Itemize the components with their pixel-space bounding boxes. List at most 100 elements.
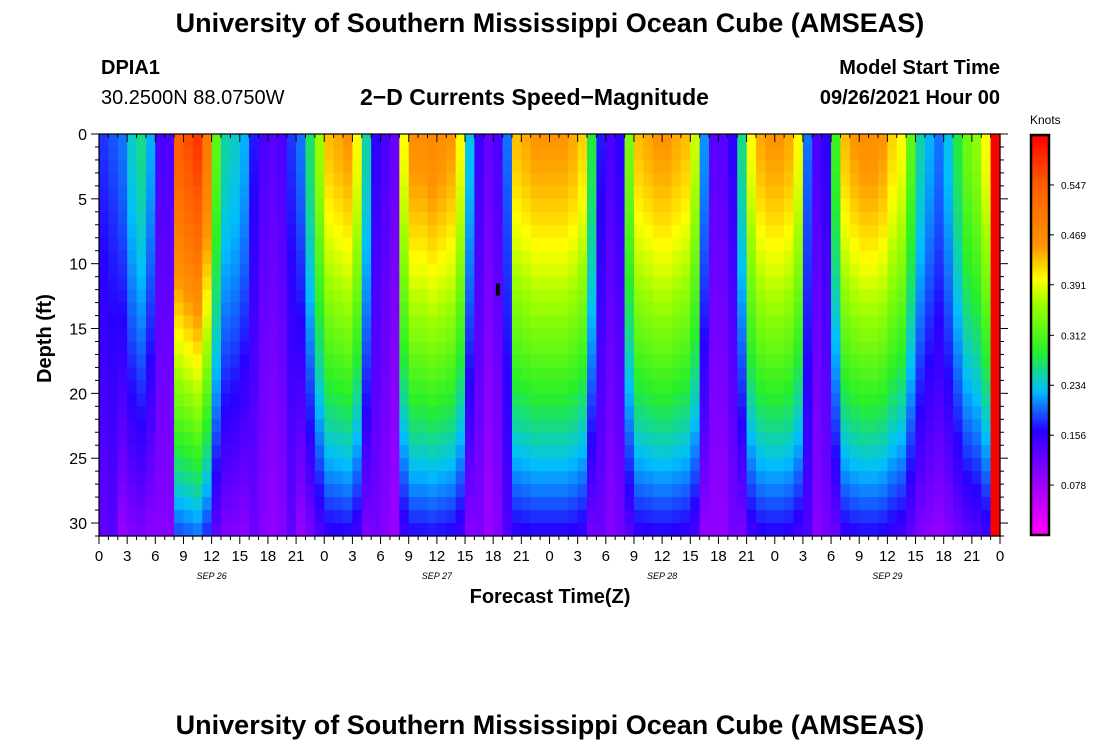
heatmap-cell [239,224,250,239]
heatmap-cell [230,134,241,148]
heatmap-cell [680,224,691,239]
heatmap-cell [624,497,635,511]
heatmap-cell [934,224,945,239]
heatmap-cell [615,250,626,265]
heatmap-cell [887,276,898,291]
heatmap-cell [211,354,222,369]
heatmap-cell [690,198,701,213]
heatmap-cell [465,497,476,511]
heatmap-cell [633,432,644,446]
heatmap-cell [690,419,701,433]
colorbar-cell [1031,297,1049,300]
heatmap-cell [399,432,410,446]
heatmap-cell [887,302,898,317]
heatmap-cell [511,276,522,291]
heatmap-cell [859,263,870,278]
heatmap-cell [821,393,832,407]
heatmap-cell [746,510,757,524]
heatmap-cell [906,276,917,291]
heatmap-cell [511,237,522,252]
heatmap-cell [474,419,485,433]
heatmap-cell [924,198,935,213]
heatmap-cell [718,315,729,330]
colorbar-cell [1031,199,1049,202]
heatmap-cell [793,432,804,446]
heatmap-cell [671,159,682,174]
heatmap-cell [483,289,494,304]
heatmap-cell [305,250,316,265]
colorbar-cell [1031,143,1049,146]
heatmap-cell [145,406,156,420]
heatmap-cell [868,354,879,369]
heatmap-cell [380,380,391,394]
heatmap-cell [127,198,138,213]
colorbar-cell [1031,475,1049,478]
heatmap-cell [812,419,823,433]
heatmap-cell [408,354,419,369]
heatmap-cell [371,159,382,174]
heatmap-cell [183,250,194,265]
heatmap-cell [483,458,494,472]
heatmap-cell [690,172,701,187]
heatmap-cell [906,263,917,278]
heatmap-cell [906,432,917,446]
heatmap-cell [849,237,860,252]
heatmap-cell [239,471,250,485]
heatmap-cell [286,224,297,239]
heatmap-cell [183,134,194,148]
heatmap-cell [352,289,363,304]
heatmap-cell [549,263,560,278]
heatmap-cell [174,419,185,433]
heatmap-cell [324,367,335,381]
colorbar-cell [1031,451,1049,454]
heatmap-cell [718,185,729,200]
heatmap-cell [192,328,203,343]
heatmap-cell [446,302,457,317]
heatmap-cell [117,224,128,239]
heatmap-cell [755,250,766,265]
heatmap-cell [577,263,588,278]
heatmap-cell [296,471,307,485]
heatmap-cell [699,172,710,187]
heatmap-cell [727,211,738,226]
heatmap-cell [474,406,485,420]
heatmap-cell [568,289,579,304]
heatmap-cell [380,367,391,381]
heatmap-cell [483,224,494,239]
heatmap-cell [314,159,325,174]
heatmap-cell [887,250,898,265]
heatmap-cell [521,172,532,187]
heatmap-cell [427,276,438,291]
heatmap-cell [615,510,626,524]
heatmap-cell [633,276,644,291]
heatmap-cell [662,198,673,213]
heatmap-cell [718,250,729,265]
heatmap-cell [174,380,185,394]
heatmap-cell [605,276,616,291]
heatmap-cell [765,497,776,511]
heatmap-cell [530,458,541,472]
heatmap-cell [558,224,569,239]
heatmap-cell [934,341,945,356]
heatmap-cell [502,523,513,537]
heatmap-cell [924,211,935,226]
heatmap-cell [436,237,447,252]
heatmap-cell [981,146,992,161]
heatmap-cell [755,146,766,161]
heatmap-cell [906,458,917,472]
heatmap-cell [446,445,457,459]
heatmap-cell [859,328,870,343]
heatmap-cell [793,302,804,317]
colorbar-cell [1031,165,1049,168]
heatmap-cell [680,393,691,407]
colorbar-cell [1031,455,1049,458]
heatmap-cell [812,237,823,252]
heatmap-cell [981,458,992,472]
heatmap-cell [709,328,720,343]
heatmap-cell [727,276,738,291]
heatmap-cell [906,172,917,187]
colorbar-tick-label: 0.391 [1061,281,1086,292]
heatmap-cell [906,211,917,226]
heatmap-cell [164,159,175,174]
heatmap-cell [483,237,494,252]
